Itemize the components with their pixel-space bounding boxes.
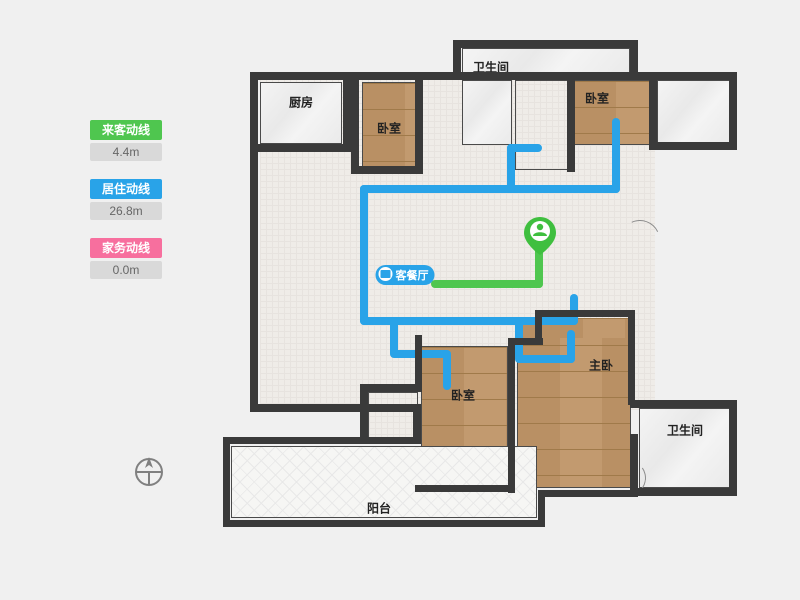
path-green-seg	[431, 280, 543, 288]
wall-seg	[360, 384, 368, 442]
wall-seg	[567, 72, 575, 172]
label-balcony: 阳台	[367, 500, 391, 517]
label-bedroom-1: 卧室	[377, 120, 401, 137]
wall-seg	[649, 72, 657, 150]
room-bath-1	[462, 80, 512, 145]
path-blue-seg	[612, 118, 620, 193]
entry-marker-icon	[524, 217, 556, 255]
path-blue-seg	[360, 185, 620, 193]
wall-seg	[415, 335, 422, 390]
label-kitchen: 厨房	[289, 94, 313, 111]
compass-icon	[132, 455, 166, 489]
legend-value-living: 26.8m	[90, 202, 162, 220]
legend-label-house: 家务动线	[90, 238, 162, 258]
wall-seg	[250, 404, 420, 412]
legend-label-guest: 来客动线	[90, 120, 162, 140]
path-blue-seg	[360, 185, 368, 325]
wall-seg	[343, 72, 351, 152]
wall-seg	[729, 400, 737, 496]
room-entry-niche	[368, 392, 418, 442]
wall-seg	[630, 434, 638, 496]
room-right-strip	[657, 80, 731, 145]
wall-seg	[351, 166, 423, 174]
wall-seg	[538, 490, 638, 497]
label-bedroom-3: 卧室	[451, 387, 475, 404]
wall-seg	[250, 72, 258, 412]
legend-value-house: 0.0m	[90, 261, 162, 279]
wall-seg	[258, 144, 350, 152]
legend-item-living: 居住动线 26.8m	[90, 179, 170, 220]
room-kitchen	[260, 82, 342, 144]
legend-label-living: 居住动线	[90, 179, 162, 199]
wall-seg	[508, 338, 515, 493]
wall-seg	[630, 400, 737, 408]
room-closet	[515, 80, 570, 170]
wall-seg	[223, 520, 545, 527]
wall-seg	[628, 310, 635, 405]
wall-seg	[535, 310, 635, 317]
label-bedroom-2: 卧室	[585, 90, 609, 107]
wall-seg	[729, 72, 737, 150]
label-master: 主卧	[589, 357, 613, 374]
room-bath-2	[639, 408, 731, 488]
wall-seg	[415, 485, 514, 492]
wall-seg	[351, 72, 359, 172]
label-bath-2: 卫生间	[667, 422, 703, 439]
legend-item-guest: 来客动线 4.4m	[90, 120, 170, 161]
floor-plan: 厨房 卧室 卫生间 卧室 卧室 主卧 卫生间 阳台 客餐厅	[205, 30, 755, 560]
wall-seg	[630, 488, 737, 496]
path-blue-seg	[567, 330, 575, 363]
legend: 来客动线 4.4m 居住动线 26.8m 家务动线 0.0m	[90, 120, 170, 297]
path-blue-seg	[443, 350, 451, 390]
legend-value-guest: 4.4m	[90, 143, 162, 161]
wall-seg	[649, 142, 737, 150]
wall-seg	[223, 437, 230, 527]
legend-item-house: 家务动线 0.0m	[90, 238, 170, 279]
path-blue-seg	[515, 355, 575, 363]
wall-seg	[360, 384, 422, 392]
wall-seg	[223, 437, 421, 444]
wall-seg	[250, 72, 575, 80]
living-pill-text: 客餐厅	[396, 270, 429, 282]
path-blue-seg	[507, 144, 542, 152]
wall-seg	[415, 80, 423, 174]
living-pill: 客餐厅	[376, 265, 435, 285]
wall-seg	[453, 40, 637, 48]
wall-seg	[453, 40, 461, 77]
bed-icon	[381, 270, 391, 278]
